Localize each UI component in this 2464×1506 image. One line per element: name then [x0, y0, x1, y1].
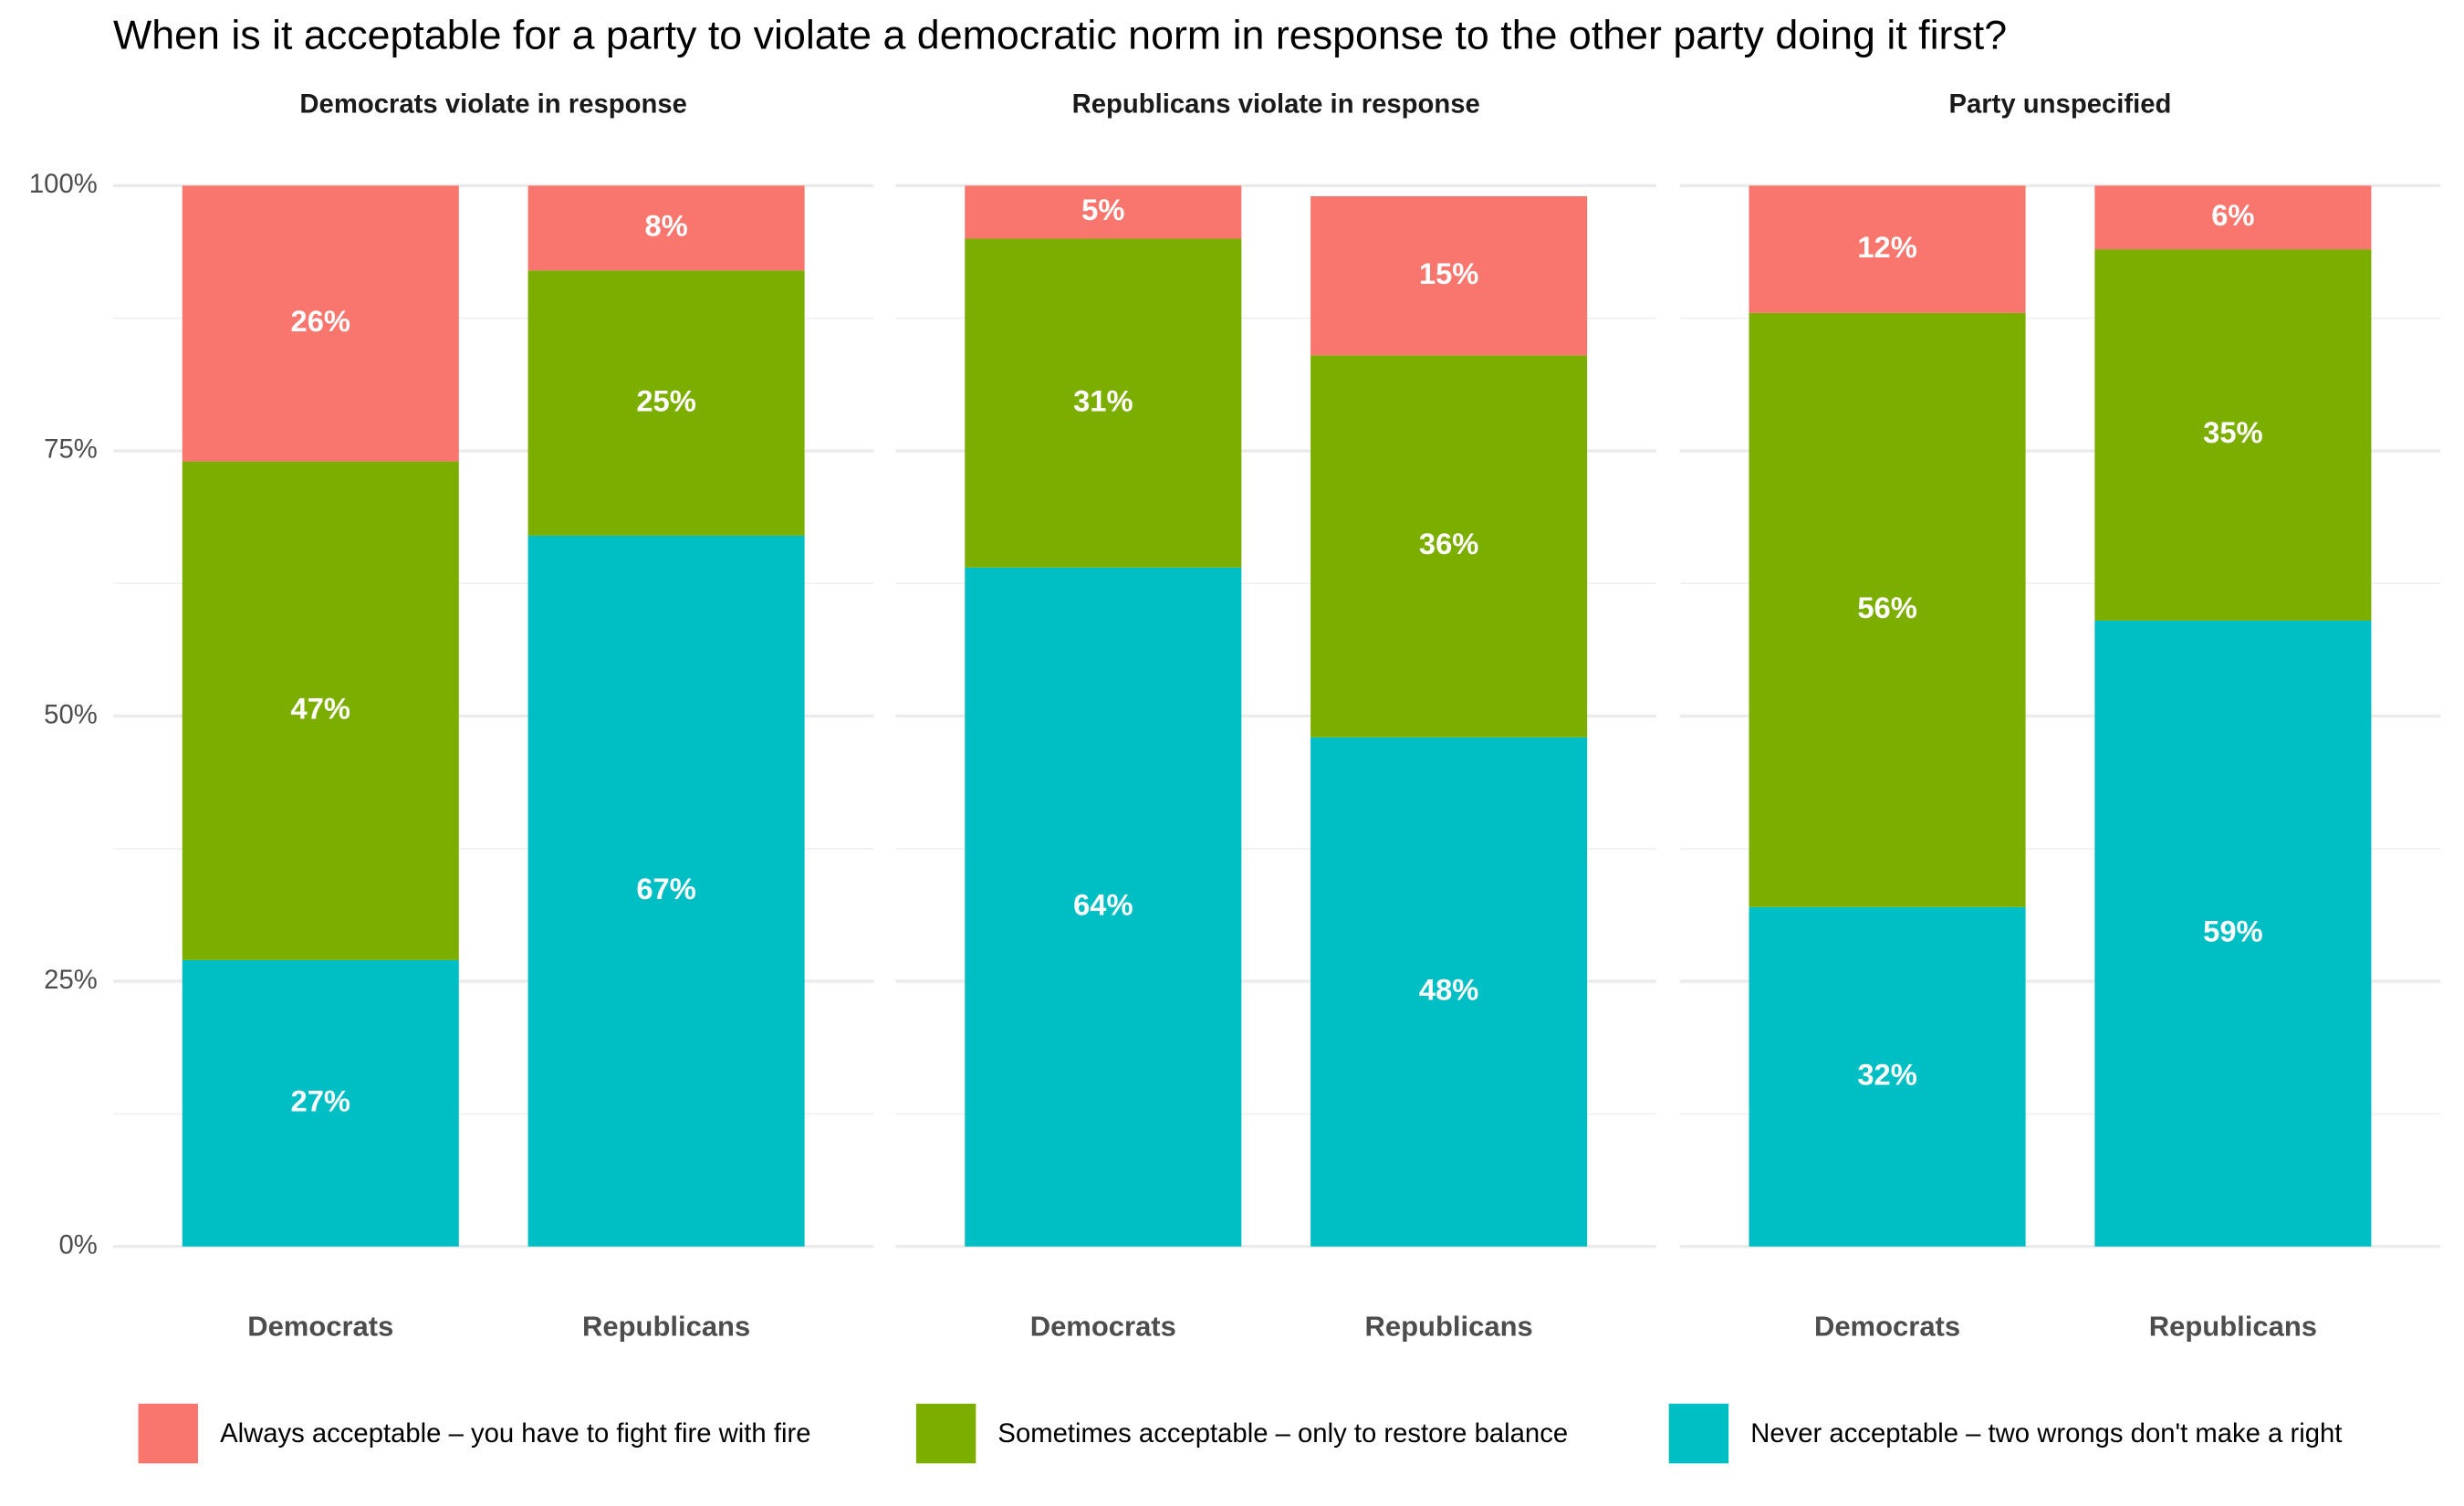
value-label: 67%	[636, 872, 695, 905]
panel-title: Democrats violate in response	[299, 89, 687, 119]
bar-segment	[1749, 185, 2026, 313]
x-tick-label: Democrats	[247, 1310, 393, 1342]
bar-segment	[527, 270, 805, 536]
x-tick-label: Democrats	[1814, 1310, 1960, 1342]
y-tick-label: 50%	[44, 700, 98, 729]
value-label: 15%	[1419, 256, 1478, 290]
value-label: 31%	[1073, 383, 1133, 417]
value-label: 27%	[291, 1083, 350, 1117]
bar-segment	[965, 567, 1242, 1247]
bar-segment	[527, 535, 805, 1247]
value-label: 47%	[291, 691, 350, 725]
x-tick-label: Republicans	[582, 1310, 750, 1342]
bar-segment	[182, 185, 459, 462]
y-tick-label: 25%	[44, 966, 98, 995]
x-tick-label: Republicans	[2149, 1310, 2317, 1342]
bar-segment	[527, 185, 805, 271]
bar-segment	[965, 185, 1242, 239]
bar-segment	[965, 238, 1242, 568]
x-tick-label: Democrats	[1030, 1310, 1176, 1342]
x-tick-label: Republicans	[1365, 1310, 1533, 1342]
bar-segment	[2094, 249, 2372, 621]
value-label: 12%	[1857, 230, 1916, 264]
legend-label: Always acceptable – you have to fight fi…	[220, 1419, 810, 1448]
legend-key	[915, 1403, 976, 1464]
bar-segment	[182, 959, 459, 1247]
legend-key	[138, 1403, 198, 1464]
bar-segment	[1749, 312, 2026, 907]
y-tick-label: 100%	[29, 170, 98, 199]
value-label: 26%	[291, 304, 350, 338]
y-tick-label: 0%	[58, 1230, 97, 1260]
value-label: 56%	[1857, 591, 1916, 624]
value-label: 5%	[1081, 193, 1124, 226]
value-label: 8%	[644, 209, 687, 243]
y-tick-label: 75%	[44, 435, 98, 465]
legend-label: Never acceptable – two wrongs don't make…	[1750, 1419, 2342, 1448]
legend-key	[1668, 1403, 1729, 1464]
value-label: 35%	[2203, 415, 2262, 449]
bar-segment	[182, 461, 459, 960]
value-label: 59%	[2203, 914, 2262, 947]
value-label: 36%	[1419, 527, 1478, 560]
bar-segment	[1310, 196, 1588, 356]
chart-title: When is it acceptable for a party to vio…	[113, 12, 2007, 58]
value-label: 25%	[636, 383, 695, 417]
bar-segment	[1749, 906, 2026, 1247]
value-label: 64%	[1073, 887, 1133, 921]
legend-label: Sometimes acceptable – only to restore b…	[997, 1419, 1568, 1448]
value-label: 6%	[2211, 198, 2254, 232]
value-label: 48%	[1419, 972, 1478, 1006]
bar-segment	[2094, 620, 2372, 1247]
panel-title: Party unspecified	[1948, 89, 2171, 119]
panel-title: Republicans violate in response	[1072, 89, 1480, 119]
value-label: 32%	[1857, 1057, 1916, 1091]
bar-segment	[1310, 355, 1588, 737]
bar-segment	[2094, 185, 2372, 250]
bar-segment	[1310, 737, 1588, 1247]
